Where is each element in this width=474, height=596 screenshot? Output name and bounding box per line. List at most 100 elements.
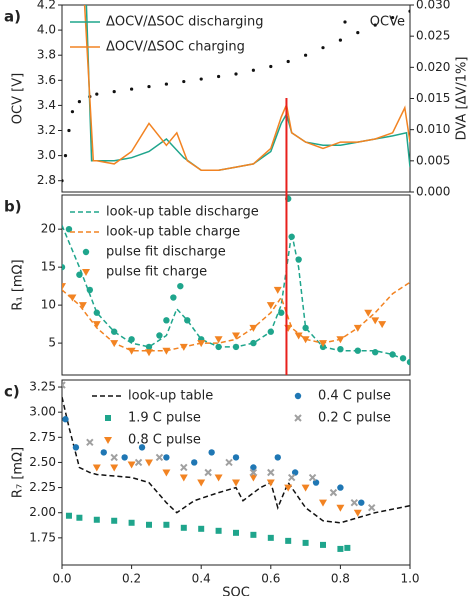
point: [163, 317, 170, 324]
point: [86, 438, 94, 447]
y2-tick-label: 0.025: [416, 29, 450, 43]
point: [72, 444, 80, 451]
series-line: [62, 281, 410, 352]
y-tick-label: 2.75: [29, 430, 56, 444]
point: [145, 459, 153, 467]
point: [191, 459, 198, 466]
y-tick-label: 3.00: [29, 405, 56, 419]
point: [378, 321, 387, 329]
ocv-point: [391, 15, 395, 20]
point: [65, 512, 72, 519]
point: [372, 349, 379, 356]
point: [336, 504, 345, 512]
point: [350, 498, 359, 507]
point: [285, 537, 292, 544]
ocv-point: [112, 89, 116, 94]
panel-label: b): [4, 198, 22, 216]
point: [128, 519, 135, 526]
ocv-point: [70, 110, 75, 114]
point: [100, 449, 107, 456]
point: [284, 324, 293, 332]
x-tick-label: 1.0: [400, 572, 419, 586]
point: [225, 458, 233, 467]
point: [250, 531, 257, 538]
point: [76, 271, 83, 278]
point: [319, 340, 327, 348]
point: [294, 332, 303, 340]
point: [368, 503, 376, 512]
point: [287, 473, 296, 482]
point: [353, 324, 362, 332]
point: [92, 321, 101, 329]
ocv-point: [147, 84, 151, 89]
point: [249, 324, 258, 332]
ocv-point: [199, 77, 203, 81]
point: [215, 527, 222, 534]
point: [273, 286, 282, 294]
y-tick-label: 2.25: [29, 480, 56, 494]
plot-area: [62, 195, 410, 366]
y-tick-label: 3.6: [37, 73, 56, 87]
x-tick-label: 0.4: [192, 572, 211, 586]
point: [62, 381, 66, 389]
point: [197, 340, 206, 348]
point: [110, 453, 118, 462]
point: [399, 355, 407, 362]
legend-label: look-up table: [128, 389, 213, 404]
point: [312, 479, 320, 486]
point: [78, 302, 87, 310]
ocv-point: [217, 74, 221, 79]
point: [336, 336, 345, 344]
legend-marker: [294, 392, 302, 400]
point: [93, 309, 101, 316]
ocv-point: [77, 100, 81, 104]
point: [110, 464, 119, 472]
point: [127, 461, 136, 469]
point: [180, 463, 188, 472]
point: [371, 317, 380, 325]
series-line: [62, 396, 410, 524]
y2-tick-label: 0.020: [416, 60, 450, 74]
legend-label: 0.2 C pulse: [318, 411, 391, 426]
panel-label: a): [4, 8, 21, 26]
legend-label: ΔOCV/ΔSOC charging: [106, 40, 245, 55]
point: [163, 521, 170, 528]
point: [284, 484, 293, 492]
point: [62, 283, 66, 291]
y-tick-label: 5: [48, 336, 56, 350]
y-axis-label: R₁ [mΩ]: [11, 259, 26, 310]
point: [250, 464, 257, 471]
point: [320, 541, 326, 548]
point: [389, 351, 396, 358]
point: [337, 345, 344, 353]
legend-marker: [343, 20, 347, 24]
point: [250, 339, 257, 347]
y-axis-label: R₇ [mΩ]: [11, 447, 26, 498]
ocv-point: [67, 128, 71, 133]
point: [76, 514, 83, 521]
point: [146, 521, 152, 528]
legend-label: pulse fit charge: [106, 265, 207, 280]
point: [232, 332, 240, 340]
y-tick-label: 3.0: [37, 148, 56, 162]
x-tick-label: 0.2: [122, 572, 141, 586]
point: [127, 347, 136, 355]
ocv-point: [251, 68, 255, 72]
y-tick-label: 15: [41, 260, 56, 274]
point: [111, 517, 118, 524]
series-line: [62, 225, 410, 363]
point: [301, 336, 310, 344]
point: [134, 458, 143, 467]
point: [110, 340, 119, 348]
point: [180, 524, 187, 531]
point: [62, 416, 69, 423]
point: [214, 474, 223, 482]
x-tick-label: 0.8: [331, 572, 350, 586]
point: [138, 444, 146, 451]
ocv-point: [234, 72, 238, 76]
y2-tick-label: 0.000: [416, 185, 450, 199]
point: [111, 328, 118, 335]
series-line: [83, 5, 410, 171]
point: [184, 317, 191, 324]
point: [177, 282, 184, 290]
